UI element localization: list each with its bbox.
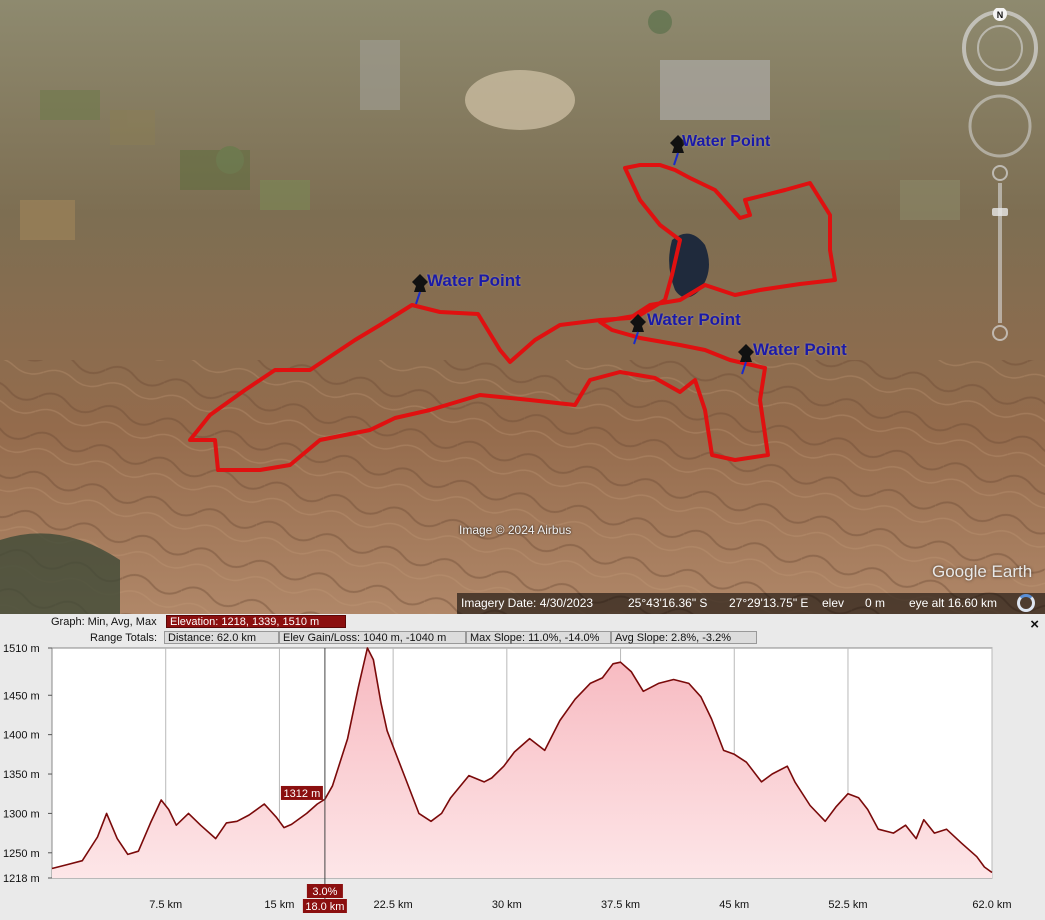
elevation-line — [51, 647, 993, 874]
x-tick-label: 52.5 km — [828, 899, 867, 911]
x-tick-label: 22.5 km — [374, 899, 413, 911]
cursor-slope-tag — [306, 884, 343, 898]
elevation-stats: Elevation: 1218, 1339, 1510 m — [166, 615, 346, 628]
x-tick-label: 30 km — [492, 899, 522, 911]
zoom-slider-icon[interactable] — [992, 165, 1008, 341]
x-tick-label: 45 km — [719, 899, 749, 911]
max-slope-stat: Max Slope: 11.0%, -14.0% — [466, 631, 611, 644]
y-tick-label: 1510 m — [3, 644, 40, 655]
look-joystick-icon[interactable] — [968, 94, 1032, 158]
elev-label: elev — [822, 596, 845, 610]
y-tick-label: 1400 m — [3, 730, 40, 742]
x-tick-label: 37.5 km — [601, 899, 640, 911]
cursor-distance-tag — [302, 899, 347, 913]
map-view[interactable]: Water Point Water Point Water Point Wate… — [0, 0, 1045, 614]
y-tick-label: 1450 m — [3, 690, 40, 702]
placemark-label[interactable]: Water Point — [753, 340, 847, 359]
y-tick-label: 1218 m — [3, 873, 40, 885]
cursor-slope-label: 3.0% — [312, 886, 337, 898]
range-totals-label: Range Totals: — [90, 632, 158, 644]
y-tick-label: 1300 m — [3, 808, 40, 820]
cursor-elevation-label: 1312 m — [284, 788, 321, 800]
compass-ring-icon[interactable]: N — [962, 7, 1038, 86]
latitude-readout: 25°43'16.36" S — [628, 596, 708, 610]
elev-value: 0 m — [865, 596, 886, 610]
elevation-area — [52, 648, 992, 878]
longitude-readout: 27°29'13.75" E — [729, 596, 809, 610]
x-tick-label: 7.5 km — [149, 899, 182, 911]
satellite-imagery — [0, 0, 1045, 614]
cursor-distance-label: 18.0 km — [305, 901, 344, 913]
compass-north-letter: N — [997, 10, 1004, 20]
placemark-label[interactable]: Water Point — [647, 310, 741, 329]
placemark-label[interactable]: Water Point — [427, 271, 521, 290]
distance-stat: Distance: 62.0 km — [164, 631, 279, 644]
google-earth-logo: Google Earth — [932, 562, 1033, 581]
elevation-profile-panel: × Graph: Min, Avg, Max Elevation: 1218, … — [0, 614, 1045, 920]
pushpin-icon[interactable] — [626, 312, 650, 346]
y-tick-label: 1350 m — [3, 769, 40, 781]
eye-altitude: eye alt 16.60 km — [909, 596, 998, 610]
placemark-label[interactable]: Water Point — [682, 133, 771, 150]
x-tick-label: 15 km — [264, 899, 294, 911]
graph-label: Graph: Min, Avg, Max — [51, 616, 157, 628]
elevation-chart[interactable]: 1510 m 1450 m 1400 m 1350 m 1300 m 1250 m 1218… — [0, 644, 1045, 920]
pushpin-icon[interactable] — [408, 272, 432, 306]
cursor-elevation-tag — [280, 785, 323, 800]
loading-spinner-icon — [1017, 594, 1035, 612]
navigation-controls[interactable]: N — [960, 7, 1040, 368]
status-bar: Imagery Date: 4/30/2023 25°43'16.36" S 2… — [457, 593, 1045, 614]
avg-slope-stat: Avg Slope: 2.8%, -3.2% — [611, 631, 757, 644]
route-track — [188, 163, 837, 472]
y-tick-label: 1250 m — [3, 848, 40, 860]
x-tick-label: 62.0 km — [972, 899, 1011, 911]
close-icon[interactable]: × — [1030, 616, 1039, 633]
imagery-credit: Image © 2024 Airbus — [459, 523, 572, 537]
gain-loss-stat: Elev Gain/Loss: 1040 m, -1040 m — [279, 631, 466, 644]
imagery-date: Imagery Date: 4/30/2023 — [461, 596, 594, 610]
pushpin-icon[interactable] — [666, 133, 690, 167]
pushpin-icon[interactable] — [734, 342, 758, 376]
